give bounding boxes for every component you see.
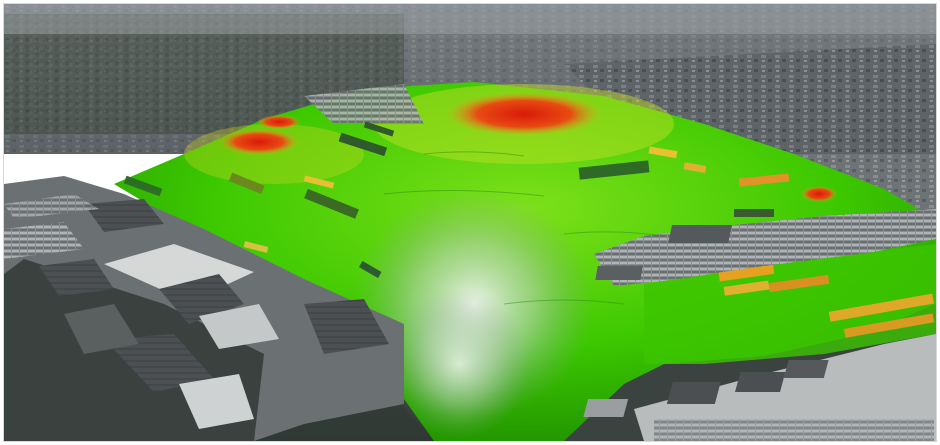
ship-icon (123, 121, 774, 279)
aerial-photo (3, 3, 937, 442)
heat-hotspot-west (219, 129, 299, 155)
warehouse-icon (666, 382, 721, 404)
north-terminal (304, 84, 424, 124)
south-east-terminal (634, 334, 936, 441)
heat-hotspot-north (446, 92, 602, 136)
eastern-pier (594, 209, 936, 286)
container-stack-icon (243, 146, 935, 338)
